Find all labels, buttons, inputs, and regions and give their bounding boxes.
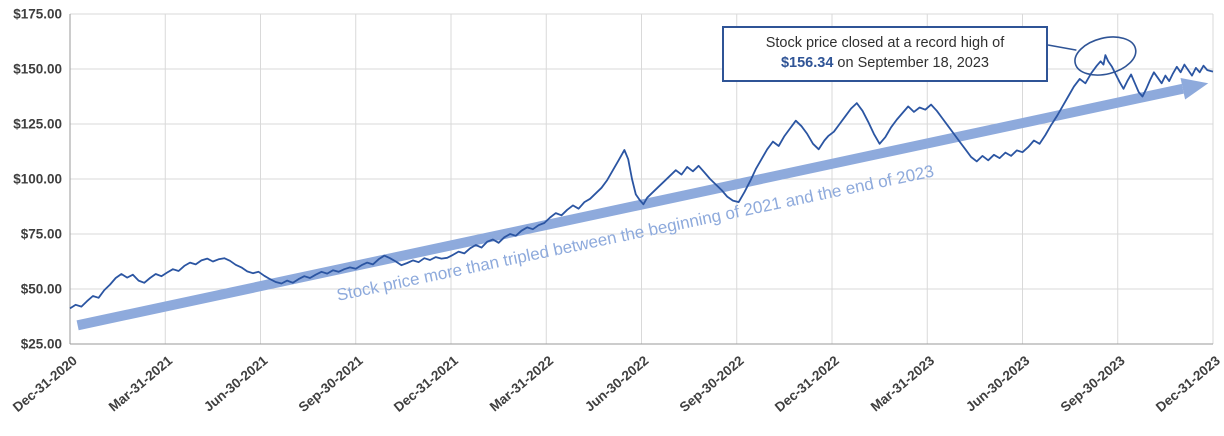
x-axis-tick-label: Mar-31-2021 — [106, 352, 176, 414]
stock-price-line — [69, 54, 1214, 310]
record-high-ellipse — [1074, 36, 1137, 76]
record-price-value: $156.34 — [780, 55, 834, 72]
x-axis-tick-label: Dec-31-2022 — [772, 353, 842, 415]
x-axis-tick-label: Sep-30-2022 — [677, 353, 747, 415]
record-high-callout: Stock price closed at a record high of $… — [722, 26, 1048, 82]
callout-text-line2: $156.34 on September 18, 2023 — [732, 53, 1038, 73]
x-axis-tick-label: Jun-30-2021 — [201, 352, 271, 414]
x-axis-tick-label: Mar-31-2023 — [868, 352, 938, 414]
trend-arrow-shaft — [76, 83, 1184, 331]
y-axis-tick-label: $150.00 — [13, 62, 62, 77]
trend-arrow-head — [1180, 78, 1209, 100]
y-axis-tick-label: $100.00 — [13, 172, 62, 187]
x-axis-tick-label: Sep-30-2021 — [296, 353, 366, 415]
callout-text-line1: Stock price closed at a record high of — [765, 35, 1005, 51]
y-axis-tick-label: $75.00 — [21, 227, 62, 242]
y-axis-tick-label: $175.00 — [13, 7, 62, 22]
x-axis-tick-label: Jun-30-2023 — [963, 352, 1033, 414]
callout-connector-line — [1047, 44, 1077, 51]
record-date-text: on September 18, 2023 — [833, 55, 989, 72]
x-axis-tick-label: Sep-30-2023 — [1058, 353, 1128, 415]
x-axis-tick-label: Dec-31-2021 — [391, 352, 461, 414]
x-axis-tick-label: Dec-31-2023 — [1153, 352, 1223, 414]
x-axis-tick-label: Dec-31-2020 — [10, 353, 80, 415]
y-axis-tick-label: $25.00 — [21, 337, 62, 352]
y-axis-tick-label: $125.00 — [13, 117, 62, 132]
x-axis-tick-label: Mar-31-2022 — [487, 353, 556, 415]
x-axis-tick-label: Jun-30-2022 — [582, 353, 651, 415]
y-axis-tick-label: $50.00 — [21, 282, 62, 297]
